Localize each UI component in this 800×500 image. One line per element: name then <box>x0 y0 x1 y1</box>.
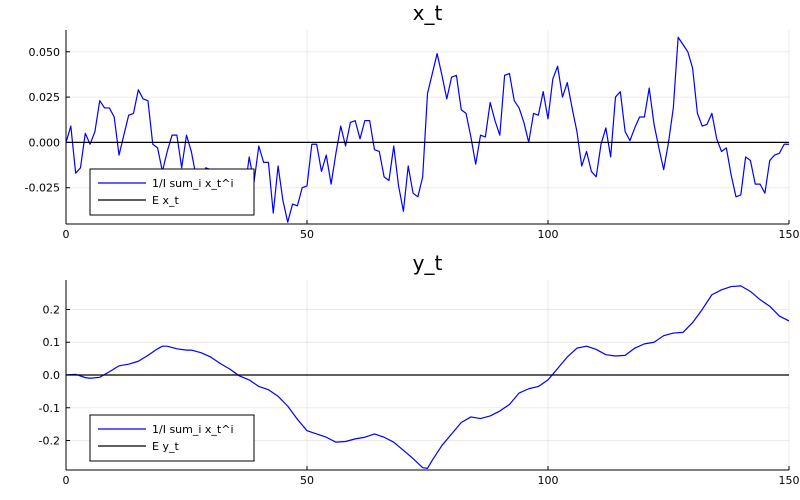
x-tick-label: 100 <box>538 228 559 241</box>
subplot-title: y_t <box>413 251 443 275</box>
y-tick-label: 0.025 <box>29 91 61 104</box>
legend-box <box>89 168 255 216</box>
legend-box <box>89 414 255 462</box>
y-tick-label: 0.0 <box>43 369 61 382</box>
subplot-title: x_t <box>413 1 443 25</box>
x-tick-label: 100 <box>538 474 559 487</box>
subplot-0: x_t 0 50 100 150 -0.025 0.000 0.025 0.050 1/I sum… <box>25 1 800 241</box>
subplot-1: y_t 0 50 100 150 -0.2 -0.1 0.0 0.1 0.2 1/I sum_i x… <box>39 251 800 487</box>
legend-label: 1/I sum_i x_t^i <box>152 423 234 436</box>
x-tick-label: 0 <box>63 474 70 487</box>
x-tick-label: 150 <box>779 474 800 487</box>
legend-label: E x_t <box>152 194 179 207</box>
legend-label: E y_t <box>152 440 179 453</box>
x-tick-label: 50 <box>300 228 314 241</box>
y-tick-label: -0.1 <box>39 402 60 415</box>
y-tick-label: 0.050 <box>29 46 61 59</box>
legend: 1/I sum_i x_t^i E y_t <box>89 414 255 462</box>
legend-label: 1/I sum_i x_t^i <box>152 177 234 190</box>
y-tick-label: -0.2 <box>39 435 60 448</box>
y-tick-label: 0.000 <box>29 136 61 149</box>
y-tick-label: 0.2 <box>43 303 61 316</box>
y-tick-label: -0.025 <box>25 182 60 195</box>
x-tick-label: 0 <box>63 228 70 241</box>
x-tick-label: 150 <box>779 228 800 241</box>
x-tick-label: 50 <box>300 474 314 487</box>
series-line-sample-mean <box>65 285 790 469</box>
legend: 1/I sum_i x_t^i E x_t <box>89 168 255 216</box>
y-tick-label: 0.1 <box>43 336 61 349</box>
